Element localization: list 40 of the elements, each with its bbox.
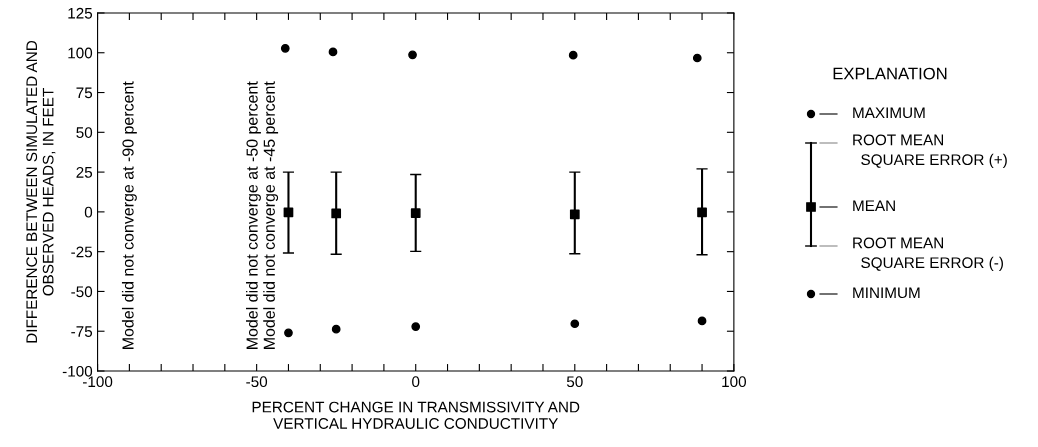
y-tick-label: -100 bbox=[62, 365, 93, 377]
y-tick-label: -75 bbox=[71, 326, 93, 337]
point bbox=[283, 207, 294, 218]
point bbox=[408, 50, 417, 60]
x-tick-label: -50 bbox=[246, 376, 268, 388]
point bbox=[570, 319, 580, 329]
legend-label: MEAN bbox=[853, 200, 895, 211]
y-tick-label: -25 bbox=[71, 246, 93, 258]
point bbox=[692, 53, 702, 63]
point bbox=[697, 207, 707, 218]
point bbox=[280, 43, 290, 53]
point bbox=[569, 209, 580, 220]
x-tick-label: 50 bbox=[566, 376, 583, 388]
y-tick-label: 25 bbox=[76, 166, 93, 178]
text: ROOT MEAN SQUARE ERROR (+) bbox=[853, 134, 1007, 169]
y-tick-label: 0 bbox=[84, 206, 93, 218]
legend-label: MINIMUM bbox=[853, 287, 920, 299]
y-tick-label: 100 bbox=[68, 47, 93, 59]
annotation: Model did not converge at -50 percent bbox=[246, 81, 261, 349]
y-tick-label: -50 bbox=[71, 286, 93, 298]
annotation: Model did not converge at -90 percent bbox=[121, 81, 137, 349]
text: ROOT MEAN SQUARE ERROR (-) bbox=[853, 237, 1003, 272]
x-tick-label: 100 bbox=[722, 376, 747, 388]
point bbox=[328, 47, 338, 57]
y-tick-label: 125 bbox=[68, 7, 93, 19]
annotation: Model did not converge at -45 percent bbox=[263, 81, 279, 349]
legend-title: EXPLANATION bbox=[833, 67, 947, 80]
x-axis-title: PERCENT CHANGE IN TRANSMISSIVITY AND VERTICAL HYDRAULIC CONDUCTIVITY bbox=[252, 401, 580, 429]
x-tick-label: 0 bbox=[412, 376, 420, 388]
legend-label: MAXIMUM bbox=[853, 107, 925, 119]
point bbox=[331, 208, 342, 219]
point bbox=[331, 324, 341, 334]
y-tick-label: 75 bbox=[76, 87, 93, 99]
y-axis-title: DIFFERENCE BETWEEN SIMULATED AND OBSERVED HEADS, IN FEET bbox=[26, 40, 56, 343]
point bbox=[411, 322, 421, 331]
y-tick-label: 50 bbox=[76, 127, 93, 138]
point bbox=[697, 316, 707, 326]
point bbox=[568, 50, 578, 60]
point bbox=[410, 208, 421, 219]
point bbox=[284, 328, 293, 338]
